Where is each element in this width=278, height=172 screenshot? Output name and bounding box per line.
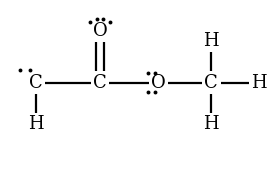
Text: C: C [93, 74, 107, 92]
Text: H: H [28, 115, 44, 133]
Text: C: C [204, 74, 218, 92]
Text: H: H [203, 115, 219, 133]
Text: O: O [151, 74, 166, 92]
Text: C: C [29, 74, 43, 92]
Text: O: O [93, 22, 108, 40]
Text: H: H [251, 74, 266, 92]
Text: H: H [203, 32, 219, 50]
